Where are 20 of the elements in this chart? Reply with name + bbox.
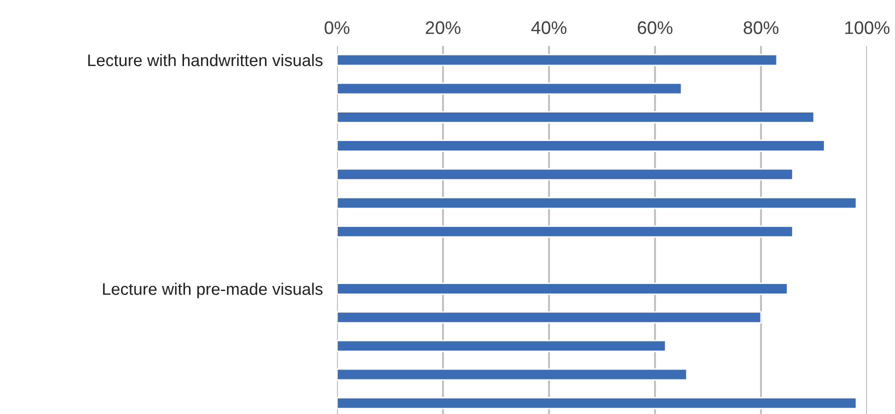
bar (337, 82, 682, 95)
x-tick-label: 0% (324, 21, 350, 34)
x-tick-label: 80% (744, 21, 778, 34)
bar (337, 111, 815, 124)
bar (337, 397, 858, 410)
bar (337, 368, 688, 381)
x-tick-label: 100% (845, 21, 890, 34)
bar (337, 196, 858, 210)
x-tick-label: 60% (638, 21, 672, 34)
bar (337, 340, 666, 352)
bar (337, 54, 778, 66)
x-tick-label: 40% (531, 21, 566, 34)
x-tick-label: 20% (426, 21, 460, 34)
bar (337, 225, 794, 238)
y-tick-label: Lecture with handwritten visuals (88, 54, 323, 66)
bar (337, 168, 794, 181)
bar (337, 311, 762, 324)
bar (337, 140, 826, 152)
bar (337, 282, 788, 295)
y-tick-label: Lecture with pre-made visuals (103, 282, 323, 298)
